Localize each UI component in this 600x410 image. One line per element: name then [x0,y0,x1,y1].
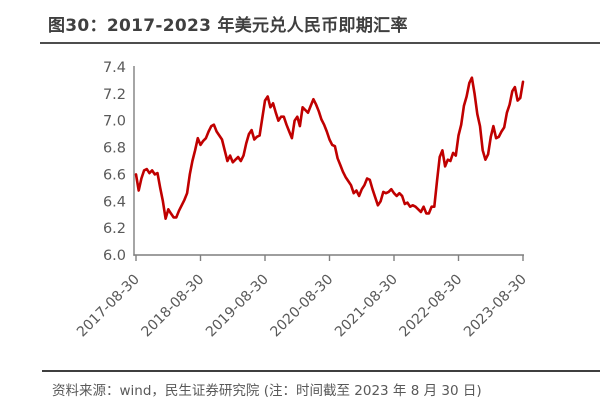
x-tick-label: 2022-08-30 [396,272,465,341]
exchange-rate-line-chart: 2017-08-302018-08-302019-08-302020-08-30… [74,60,530,341]
title-underline [40,42,600,44]
usdcny-spot-rate-series [134,76,525,220]
footer-divider [42,370,600,372]
y-tick-label: 6.8 [103,141,126,157]
y-tick-label: 7.4 [103,60,126,76]
x-tick-label: 2017-08-30 [74,272,143,341]
y-tick-label: 7.0 [103,114,126,130]
y-tick-label: 6.0 [103,248,126,264]
x-tick-label: 2019-08-30 [203,272,272,341]
x-tick-label: 2020-08-30 [267,272,336,341]
y-tick-label: 6.2 [103,221,126,237]
x-tick-label: 2023-08-30 [461,272,530,341]
x-tick-label: 2018-08-30 [138,272,207,341]
x-tick-label: 2021-08-30 [332,272,401,341]
y-tick-label: 6.4 [103,194,126,210]
y-tick-label: 7.2 [103,87,126,103]
figure-title: 图30：2017-2023 年美元兑人民币即期汇率 [48,16,408,36]
y-tick-label: 6.6 [103,167,126,183]
source-note: 资料来源：wind，民生证券研究院 (注：时间截至 2023 年 8 月 30 … [52,383,482,399]
